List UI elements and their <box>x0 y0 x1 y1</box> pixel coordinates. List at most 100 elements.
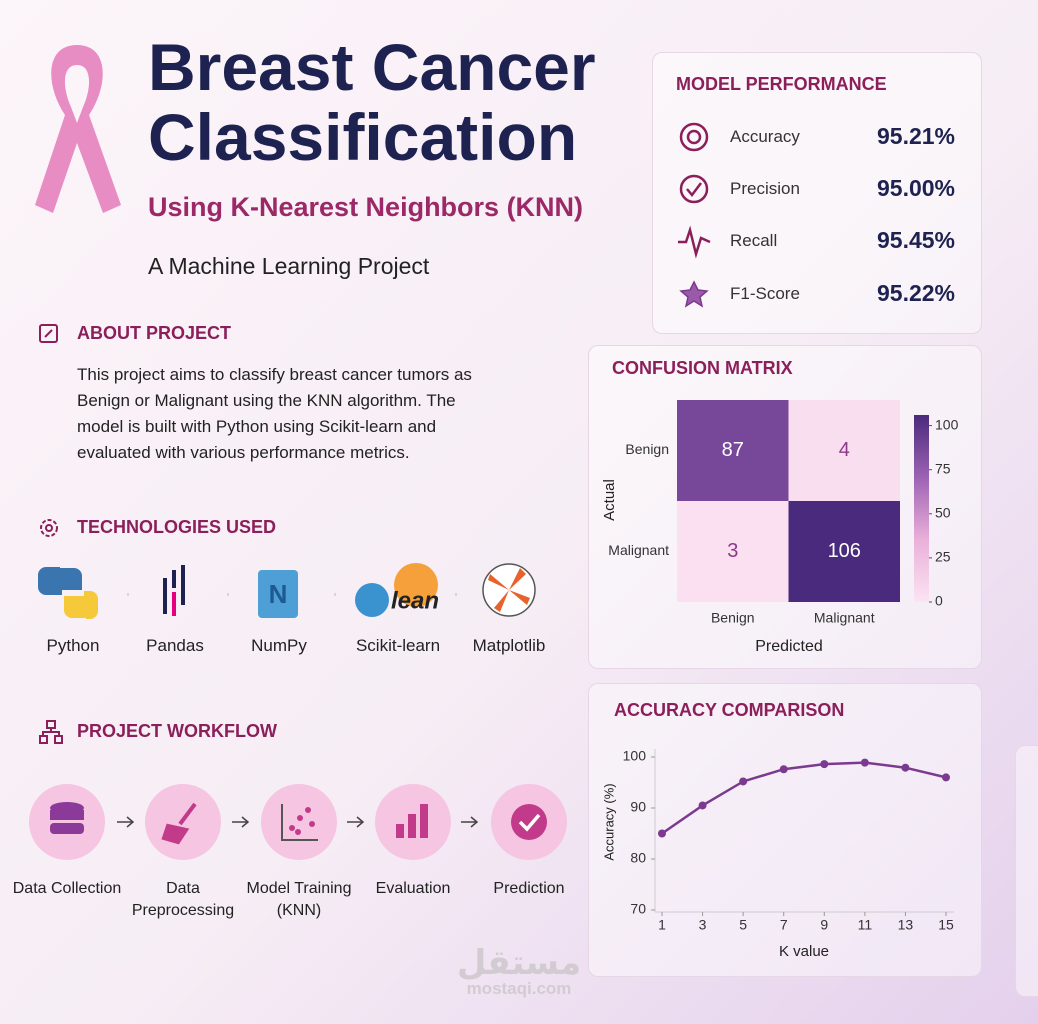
cell-label: 4 <box>839 439 850 461</box>
cell-label: 87 <box>722 439 744 461</box>
tagline: A Machine Learning Project <box>148 253 430 279</box>
cell-label: 106 <box>828 540 861 562</box>
workflow-step: Evaluation <box>375 880 451 897</box>
section-title: PROJECT WORKFLOW <box>77 721 277 741</box>
heat-cell <box>788 400 900 501</box>
watermark-latin: mostaqi.com <box>466 979 572 998</box>
x-tick-label: 5 <box>739 917 747 933</box>
section-title: ABOUT PROJECT <box>77 323 232 343</box>
metric-label: Recall <box>730 231 778 250</box>
icon-part <box>181 565 185 605</box>
point <box>860 758 869 767</box>
heat-cell <box>677 501 789 602</box>
icon-part <box>44 329 53 338</box>
watermark-arabic: مستقل <box>456 944 582 982</box>
accuracy-card <box>588 683 982 977</box>
icon-part <box>678 225 711 259</box>
point <box>779 765 788 774</box>
icon-part <box>281 804 318 841</box>
icon-part <box>686 182 702 198</box>
point <box>820 760 829 769</box>
icon-part: N <box>269 579 288 609</box>
icon-part <box>64 591 98 619</box>
tech-name: Python <box>46 636 100 655</box>
icon-part <box>50 823 84 834</box>
tech-logos: N lean <box>38 563 536 619</box>
x-tick-label: 7 <box>780 917 788 933</box>
icon-part <box>394 563 438 607</box>
colorbar-label: 100 <box>935 416 959 432</box>
y-tick-label: Malignant <box>608 542 669 558</box>
x-tick-label: 3 <box>699 917 707 933</box>
colorbar <box>914 415 929 602</box>
about-icon <box>39 324 58 343</box>
y-tick-label: 90 <box>630 799 646 815</box>
subtitle: Using K-Nearest Neighbors (KNN) <box>148 192 584 222</box>
icon-part <box>289 825 295 831</box>
heat-cell <box>677 400 789 501</box>
icon-part <box>163 578 167 614</box>
tech-name: Matplotlib <box>472 636 546 655</box>
y-axis-label: Actual <box>601 479 618 521</box>
metric-label: Accuracy <box>730 127 800 146</box>
icon-part: lean <box>391 587 439 614</box>
colorbar-label: 50 <box>935 504 951 520</box>
metric-value: 95.22% <box>876 280 955 306</box>
y-axis-label: Accuracy (%) <box>601 783 616 860</box>
metric-label: F1-Score <box>730 284 800 303</box>
icon-part <box>29 784 105 860</box>
colorbar-label: 25 <box>935 549 951 565</box>
icon-part <box>396 824 404 838</box>
chart-title: ACCURACY COMPARISON <box>614 700 844 720</box>
y-tick-label: Benign <box>625 441 669 457</box>
icon-part <box>161 802 197 845</box>
x-tick-label: 9 <box>820 917 828 933</box>
icon-part <box>679 280 709 308</box>
point <box>658 829 666 838</box>
icon-part <box>45 524 53 532</box>
y-tick-label: 100 <box>623 748 647 764</box>
icon-part <box>172 570 176 588</box>
section-title: MODEL PERFORMANCE <box>676 74 887 94</box>
workflow-icon <box>39 720 63 744</box>
icon-part <box>50 810 84 820</box>
icon-part <box>117 816 479 828</box>
icon-part <box>38 567 82 595</box>
side-card <box>1015 745 1038 997</box>
y-tick-label: 70 <box>630 901 646 917</box>
y-tick-label: 80 <box>630 850 646 866</box>
icon-part <box>355 583 389 617</box>
point <box>739 777 748 786</box>
icon-part <box>297 815 303 821</box>
ribbon <box>35 45 121 213</box>
icon-part <box>679 174 709 204</box>
icon-part <box>35 45 121 213</box>
icon-part <box>258 570 298 618</box>
line <box>661 761 947 835</box>
tech-name: Scikit-learn <box>355 636 441 655</box>
workflow-step: Prediction <box>493 880 565 897</box>
colorbar-label: 75 <box>935 460 951 476</box>
icon-part <box>420 804 428 838</box>
workflow-step: Data Collection <box>12 880 122 897</box>
x-tick-label: 1 <box>658 917 666 933</box>
metric-icons <box>678 122 711 308</box>
icon-part <box>408 814 416 838</box>
tech-icon <box>40 519 58 537</box>
workflow-step: Data Preprocessing <box>131 880 235 919</box>
icon-part <box>518 813 541 832</box>
title: Breast Cancer Classification <box>148 30 596 174</box>
chart-title: CONFUSION MATRIX <box>612 358 793 378</box>
icon-part <box>488 568 530 612</box>
metrics-card <box>652 52 982 334</box>
tech-name: Pandas <box>146 636 204 655</box>
point <box>698 801 707 810</box>
section-title: TECHNOLOGIES USED <box>77 517 277 537</box>
metric-value: 95.45% <box>876 227 955 253</box>
icon-part <box>295 829 301 835</box>
x-tick-label: 11 <box>858 917 873 933</box>
x-tick-label: Malignant <box>814 610 875 626</box>
icon-part <box>679 122 709 152</box>
heat-cell <box>788 501 900 602</box>
